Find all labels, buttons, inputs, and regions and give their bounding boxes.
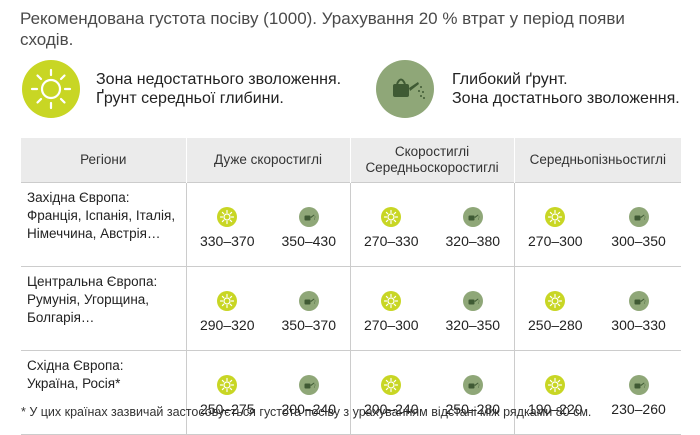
footnote: * У цих країнах зазвичай застосовується …: [21, 405, 592, 419]
watering-can-icon: [298, 206, 319, 227]
value-cell: 350–370: [268, 266, 351, 351]
density-value: 330–370: [199, 232, 255, 249]
region-title: Центральна Європа:: [27, 274, 158, 289]
region-cell: Східна Європа: Україна, Росія*: [21, 350, 186, 435]
legend-dry-line2: Ґрунт середньої глибини.: [96, 90, 284, 107]
region-countries: Україна, Росія*: [27, 376, 121, 391]
legend-moist-line2: Зона достатнього зволоження.: [452, 90, 680, 107]
value-cell: 330–370: [185, 182, 268, 267]
header-very-early: Дуже скоростиглі: [185, 138, 351, 183]
density-value: 270–300: [364, 316, 419, 333]
value-cell: 230–260: [596, 350, 682, 435]
value-cell: 200–240: [268, 350, 351, 435]
value-cell: 290–320: [185, 266, 268, 351]
density-value: 300–330: [611, 316, 666, 333]
value-cell: 350–430: [268, 182, 351, 267]
sun-icon: [217, 290, 238, 311]
density-value: 350–370: [281, 316, 337, 333]
legend-dry-line1: Зона недостатнього зволоження.: [96, 71, 342, 88]
density-value: 190–220: [528, 400, 583, 417]
value-cell: 320–380: [432, 182, 515, 267]
value-cell: 300–330: [596, 266, 682, 351]
density-value: 270–330: [364, 232, 419, 249]
table-row: Центральна Європа: Румунія, Угорщина, Бо…: [21, 266, 682, 351]
region-title: Західна Європа:: [27, 190, 130, 205]
density-value: 270–300: [528, 232, 583, 249]
region-cell: Західна Європа: Франція, Іспанія, Італія…: [21, 182, 186, 267]
value-cell: 270–330: [349, 182, 433, 267]
density-value: 290–320: [199, 316, 255, 333]
density-value: 200–240: [364, 400, 419, 417]
density-value: 320–380: [445, 232, 501, 249]
legend-moist-line1: Глибокий ґрунт.: [452, 71, 568, 88]
table-header-row: Регіони Дуже скоростиглі Скоростиглі Сер…: [21, 138, 682, 183]
watering-can-icon: [462, 290, 483, 311]
density-value: 250–280: [445, 400, 501, 417]
density-value: 250–280: [528, 316, 583, 333]
value-cell: 320–350: [432, 266, 515, 351]
header-mid-early: Середньоскоростиглі: [365, 160, 499, 175]
header-mid-late: Середньопізньостиглі: [513, 138, 682, 183]
density-value: 250–275: [199, 400, 255, 417]
density-value: 230–260: [611, 400, 666, 417]
seeding-density-table: Регіони Дуже скоростиглі Скоростиглі Сер…: [21, 138, 682, 435]
value-cell: 190–220: [513, 350, 597, 435]
value-cell: 270–300: [349, 266, 433, 351]
value-cell: 300–350: [596, 182, 682, 267]
sun-icon: [217, 374, 238, 395]
value-cell: 270–300: [513, 182, 597, 267]
density-value: 200–240: [281, 400, 337, 417]
region-countries: Німеччина, Австрія…: [27, 226, 161, 241]
watering-can-icon: [462, 206, 483, 227]
sun-icon: [381, 374, 402, 395]
sun-icon: [381, 290, 402, 311]
watering-can-icon: [376, 60, 434, 118]
table-row: Східна Європа: Україна, Росія* 250–275 2…: [21, 350, 682, 435]
sun-icon: [545, 290, 566, 311]
header-regions: Регіони: [21, 138, 186, 183]
sun-icon: [545, 206, 566, 227]
header-early: Скоростиглі: [394, 144, 470, 159]
region-cell: Центральна Європа: Румунія, Угорщина, Бо…: [21, 266, 186, 351]
density-value: 320–350: [445, 316, 501, 333]
density-value: 300–350: [611, 232, 666, 249]
region-countries: Болгарія…: [27, 310, 95, 325]
sun-icon: [217, 206, 238, 227]
header-early-mid-early: Скоростиглі Середньоскоростиглі: [349, 138, 515, 183]
legend-dry-text: Зона недостатнього зволоження. Ґрунт сер…: [96, 70, 341, 108]
watering-can-icon: [462, 374, 483, 395]
sun-icon: [381, 206, 402, 227]
value-cell: 200–240: [349, 350, 433, 435]
density-value: 350–430: [281, 232, 337, 249]
watering-can-icon: [628, 290, 649, 311]
legend-moist-text: Глибокий ґрунт. Зона достатнього зволоже…: [452, 70, 680, 108]
value-cell: 250–275: [185, 350, 268, 435]
sun-icon: [22, 60, 80, 118]
value-cell: 250–280: [513, 266, 597, 351]
intro-text: Рекомендована густота посіву (1000). Ура…: [20, 9, 625, 49]
watering-can-icon: [628, 206, 649, 227]
watering-can-icon: [298, 290, 319, 311]
table-row: Західна Європа: Франція, Іспанія, Італія…: [21, 182, 682, 267]
value-cell: 250–280: [432, 350, 515, 435]
sun-icon: [545, 374, 566, 395]
region-countries: Франція, Іспанія, Італія,: [27, 208, 176, 223]
watering-can-icon: [628, 374, 649, 395]
region-title: Східна Європа:: [27, 358, 124, 373]
region-countries: Румунія, Угорщина,: [27, 292, 150, 307]
watering-can-icon: [298, 374, 319, 395]
